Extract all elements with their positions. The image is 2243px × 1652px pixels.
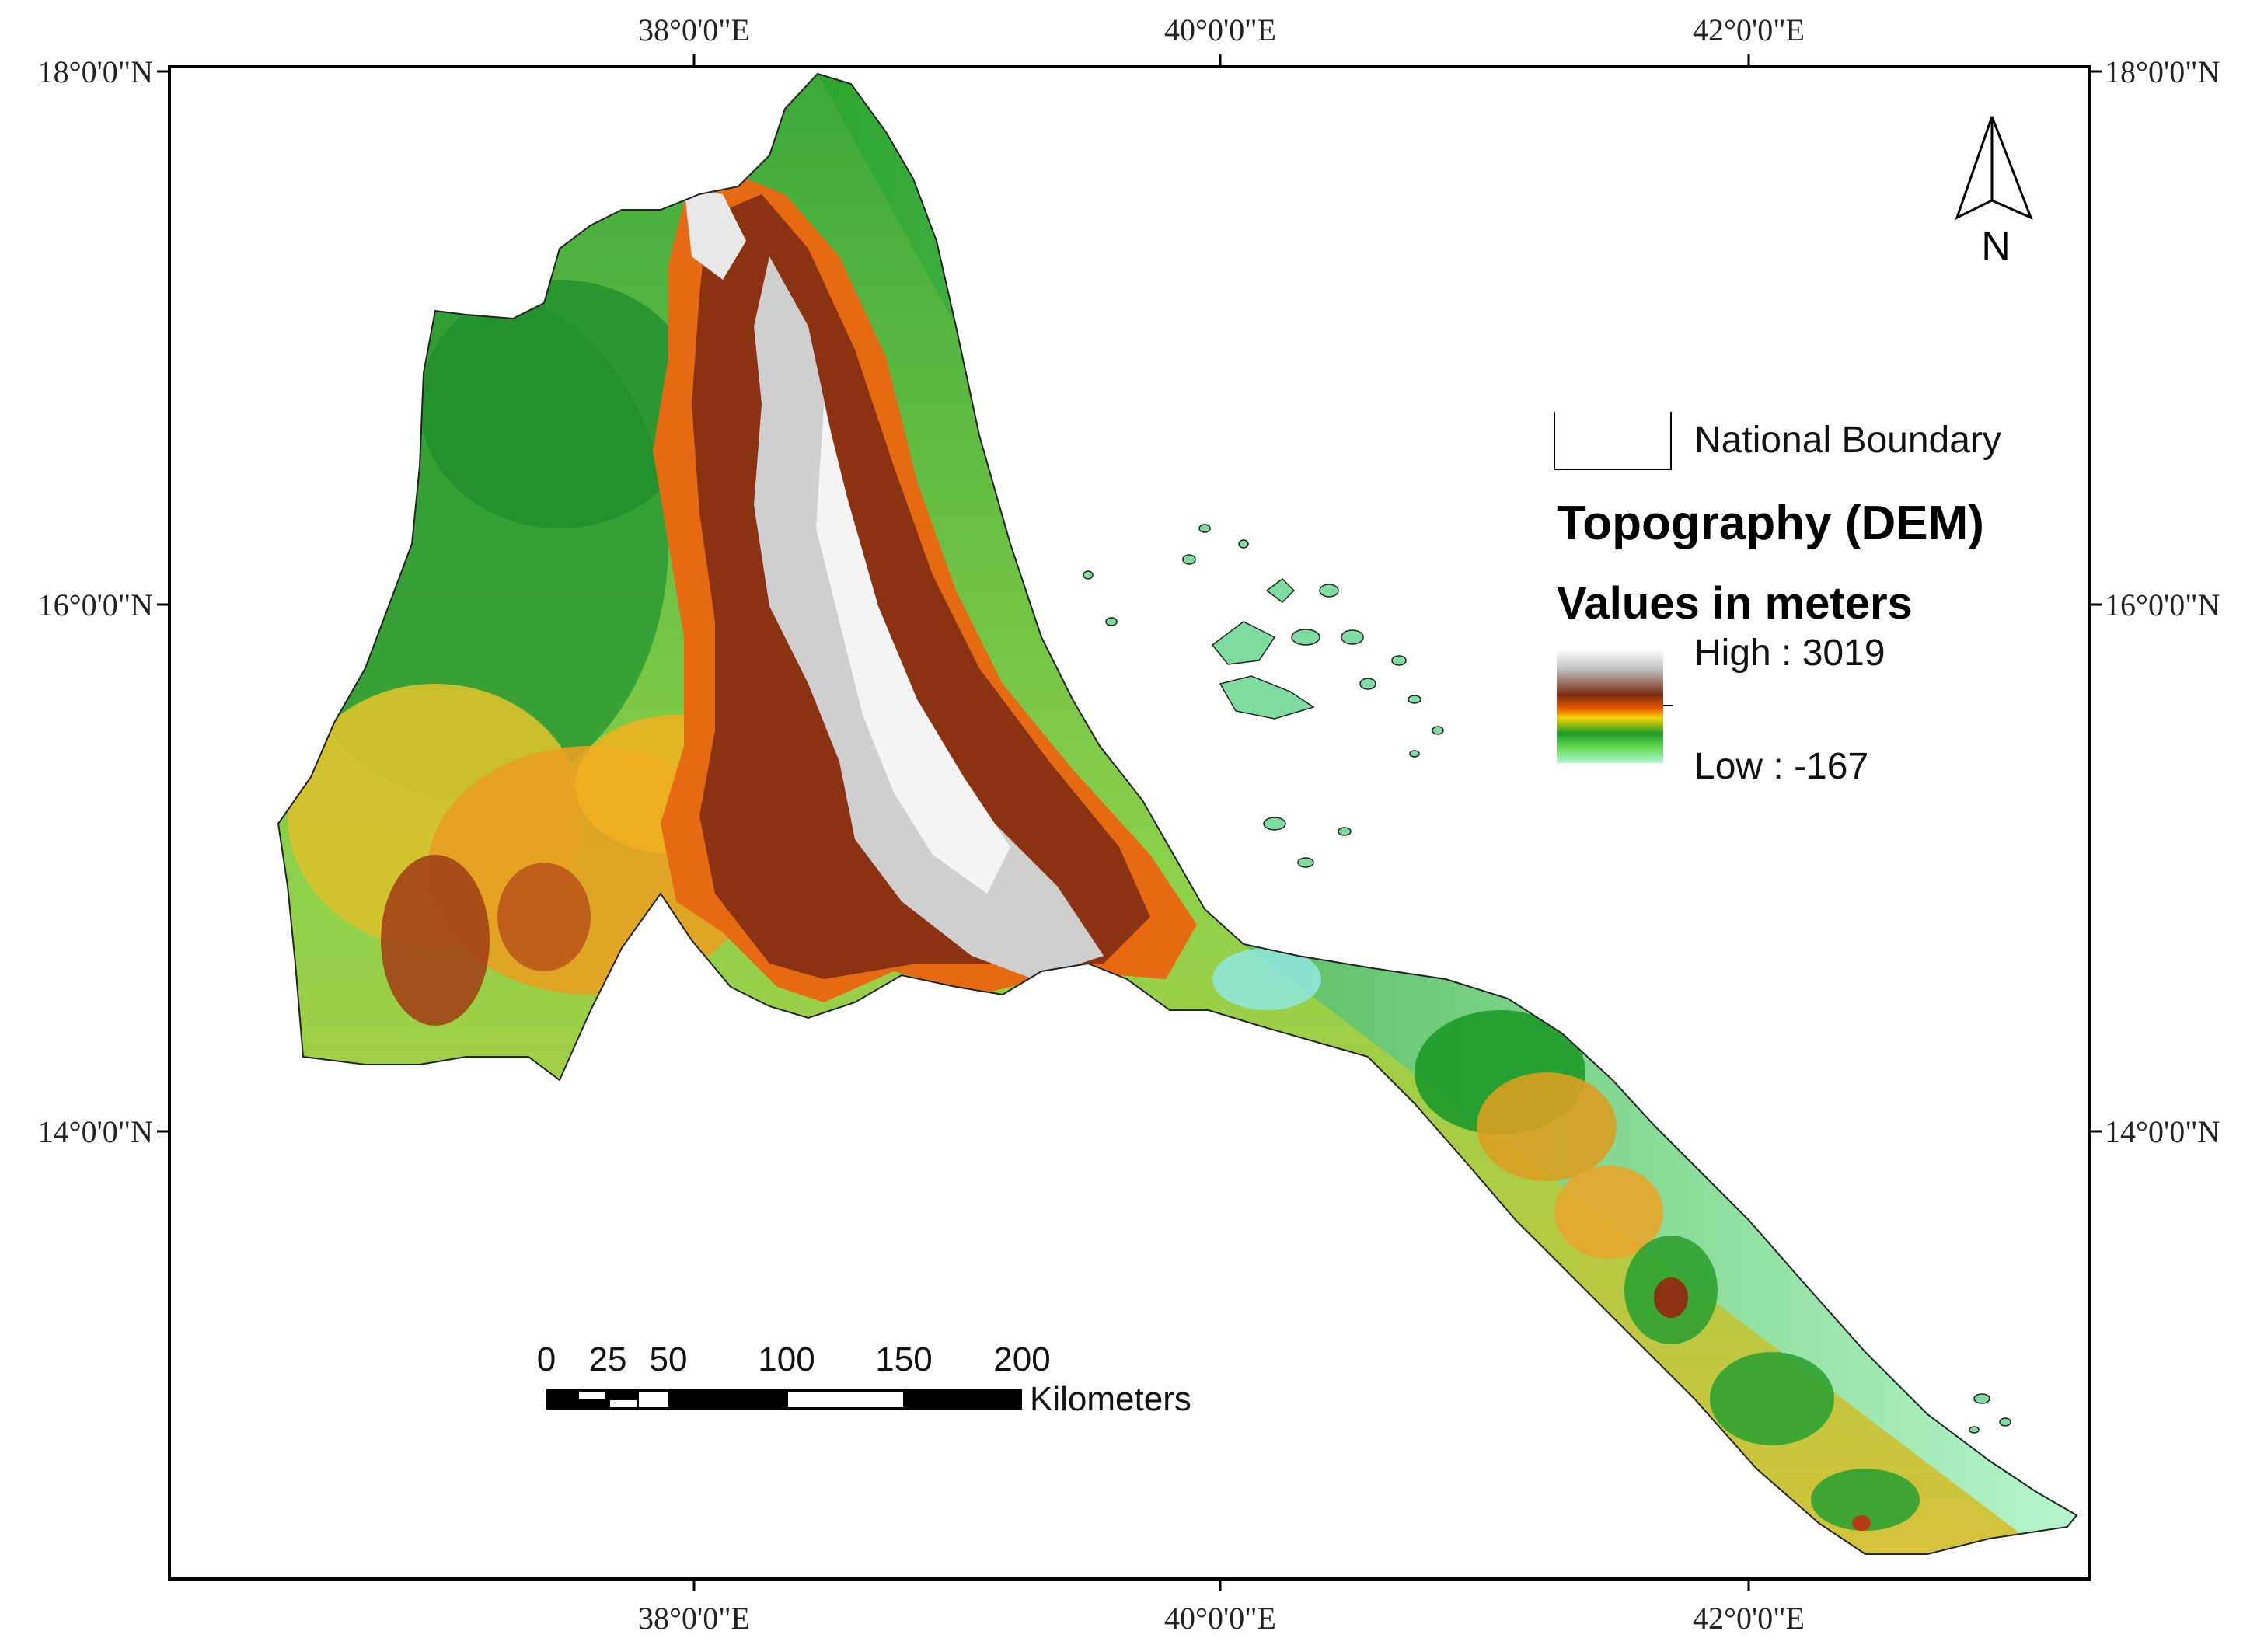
scale-bar-labels: 0 25 50 100 150 200 Kilometers (537, 1340, 1191, 1418)
scale-tick-label: 150 (875, 1340, 932, 1378)
legend-low-label: Low : -167 (1694, 746, 1868, 787)
scale-tick-label: 100 (758, 1340, 815, 1378)
scale-tick-label: 25 (589, 1340, 627, 1378)
north-arrow-label: N (1981, 224, 2011, 269)
boundary-legend-label: National Boundary (1694, 420, 2001, 461)
left-latitude-label: 16°0'0"N (38, 587, 153, 622)
graticule-labels: 38°0'0"E 40°0'0"E 42°0'0"E 38°0'0"E 40°0… (38, 12, 2220, 1636)
north-arrow-left-icon (1990, 116, 2033, 220)
map-frame (168, 65, 2091, 1581)
southwest-brown-hills (381, 855, 490, 1026)
left-latitude-label: 14°0'0"N (38, 1114, 153, 1149)
coastal-depression (1212, 948, 1321, 1010)
dem-color-ramp (1557, 650, 1663, 763)
scale-tick-label: 200 (993, 1340, 1050, 1378)
scale-tick-label: 0 (537, 1340, 556, 1378)
national-boundary-outline (277, 72, 2078, 1555)
graticule-ticks (157, 54, 2102, 1591)
legend-subtitle: Values in meters (1557, 578, 1913, 629)
bottom-longitude-label: 38°0'0"E (638, 1601, 750, 1636)
scale-unit-label: Kilometers (1030, 1380, 1191, 1418)
plateau-white-zone (816, 404, 1010, 894)
scale-bar: 0 25 50 100 150 200 Kilometers (537, 1340, 1191, 1418)
bottom-longitude-label: 42°0'0"E (1693, 1601, 1805, 1636)
left-latitude-label: 18°0'0"N (38, 54, 153, 89)
top-longitude-label: 40°0'0"E (1164, 12, 1276, 47)
dahlak-islands (1083, 524, 2011, 1434)
scale-tick-label: 50 (650, 1340, 688, 1378)
volcano-brown-spot (1654, 1277, 1688, 1318)
north-arrow: N (1955, 116, 2033, 269)
right-latitude-label: 18°0'0"N (2105, 54, 2220, 89)
right-latitude-label: 16°0'0"N (2105, 587, 2220, 622)
top-longitude-label: 42°0'0"E (1693, 12, 1805, 47)
legend-title: Topography (DEM) (1557, 497, 1984, 550)
bottom-longitude-label: 40°0'0"E (1164, 1601, 1276, 1636)
right-latitude-label: 14°0'0"N (2105, 1114, 2220, 1149)
legend: National Boundary Topography (DEM) Value… (1554, 412, 2001, 787)
boundary-legend-symbol (1554, 412, 1672, 470)
north-arrow-right-icon (1955, 116, 1994, 220)
scale-bar-white-segments (579, 1392, 903, 1407)
top-longitude-label: 38°0'0"E (638, 12, 750, 47)
dem-raster (277, 72, 2078, 1555)
legend-high-label: High : 3019 (1694, 633, 1885, 674)
